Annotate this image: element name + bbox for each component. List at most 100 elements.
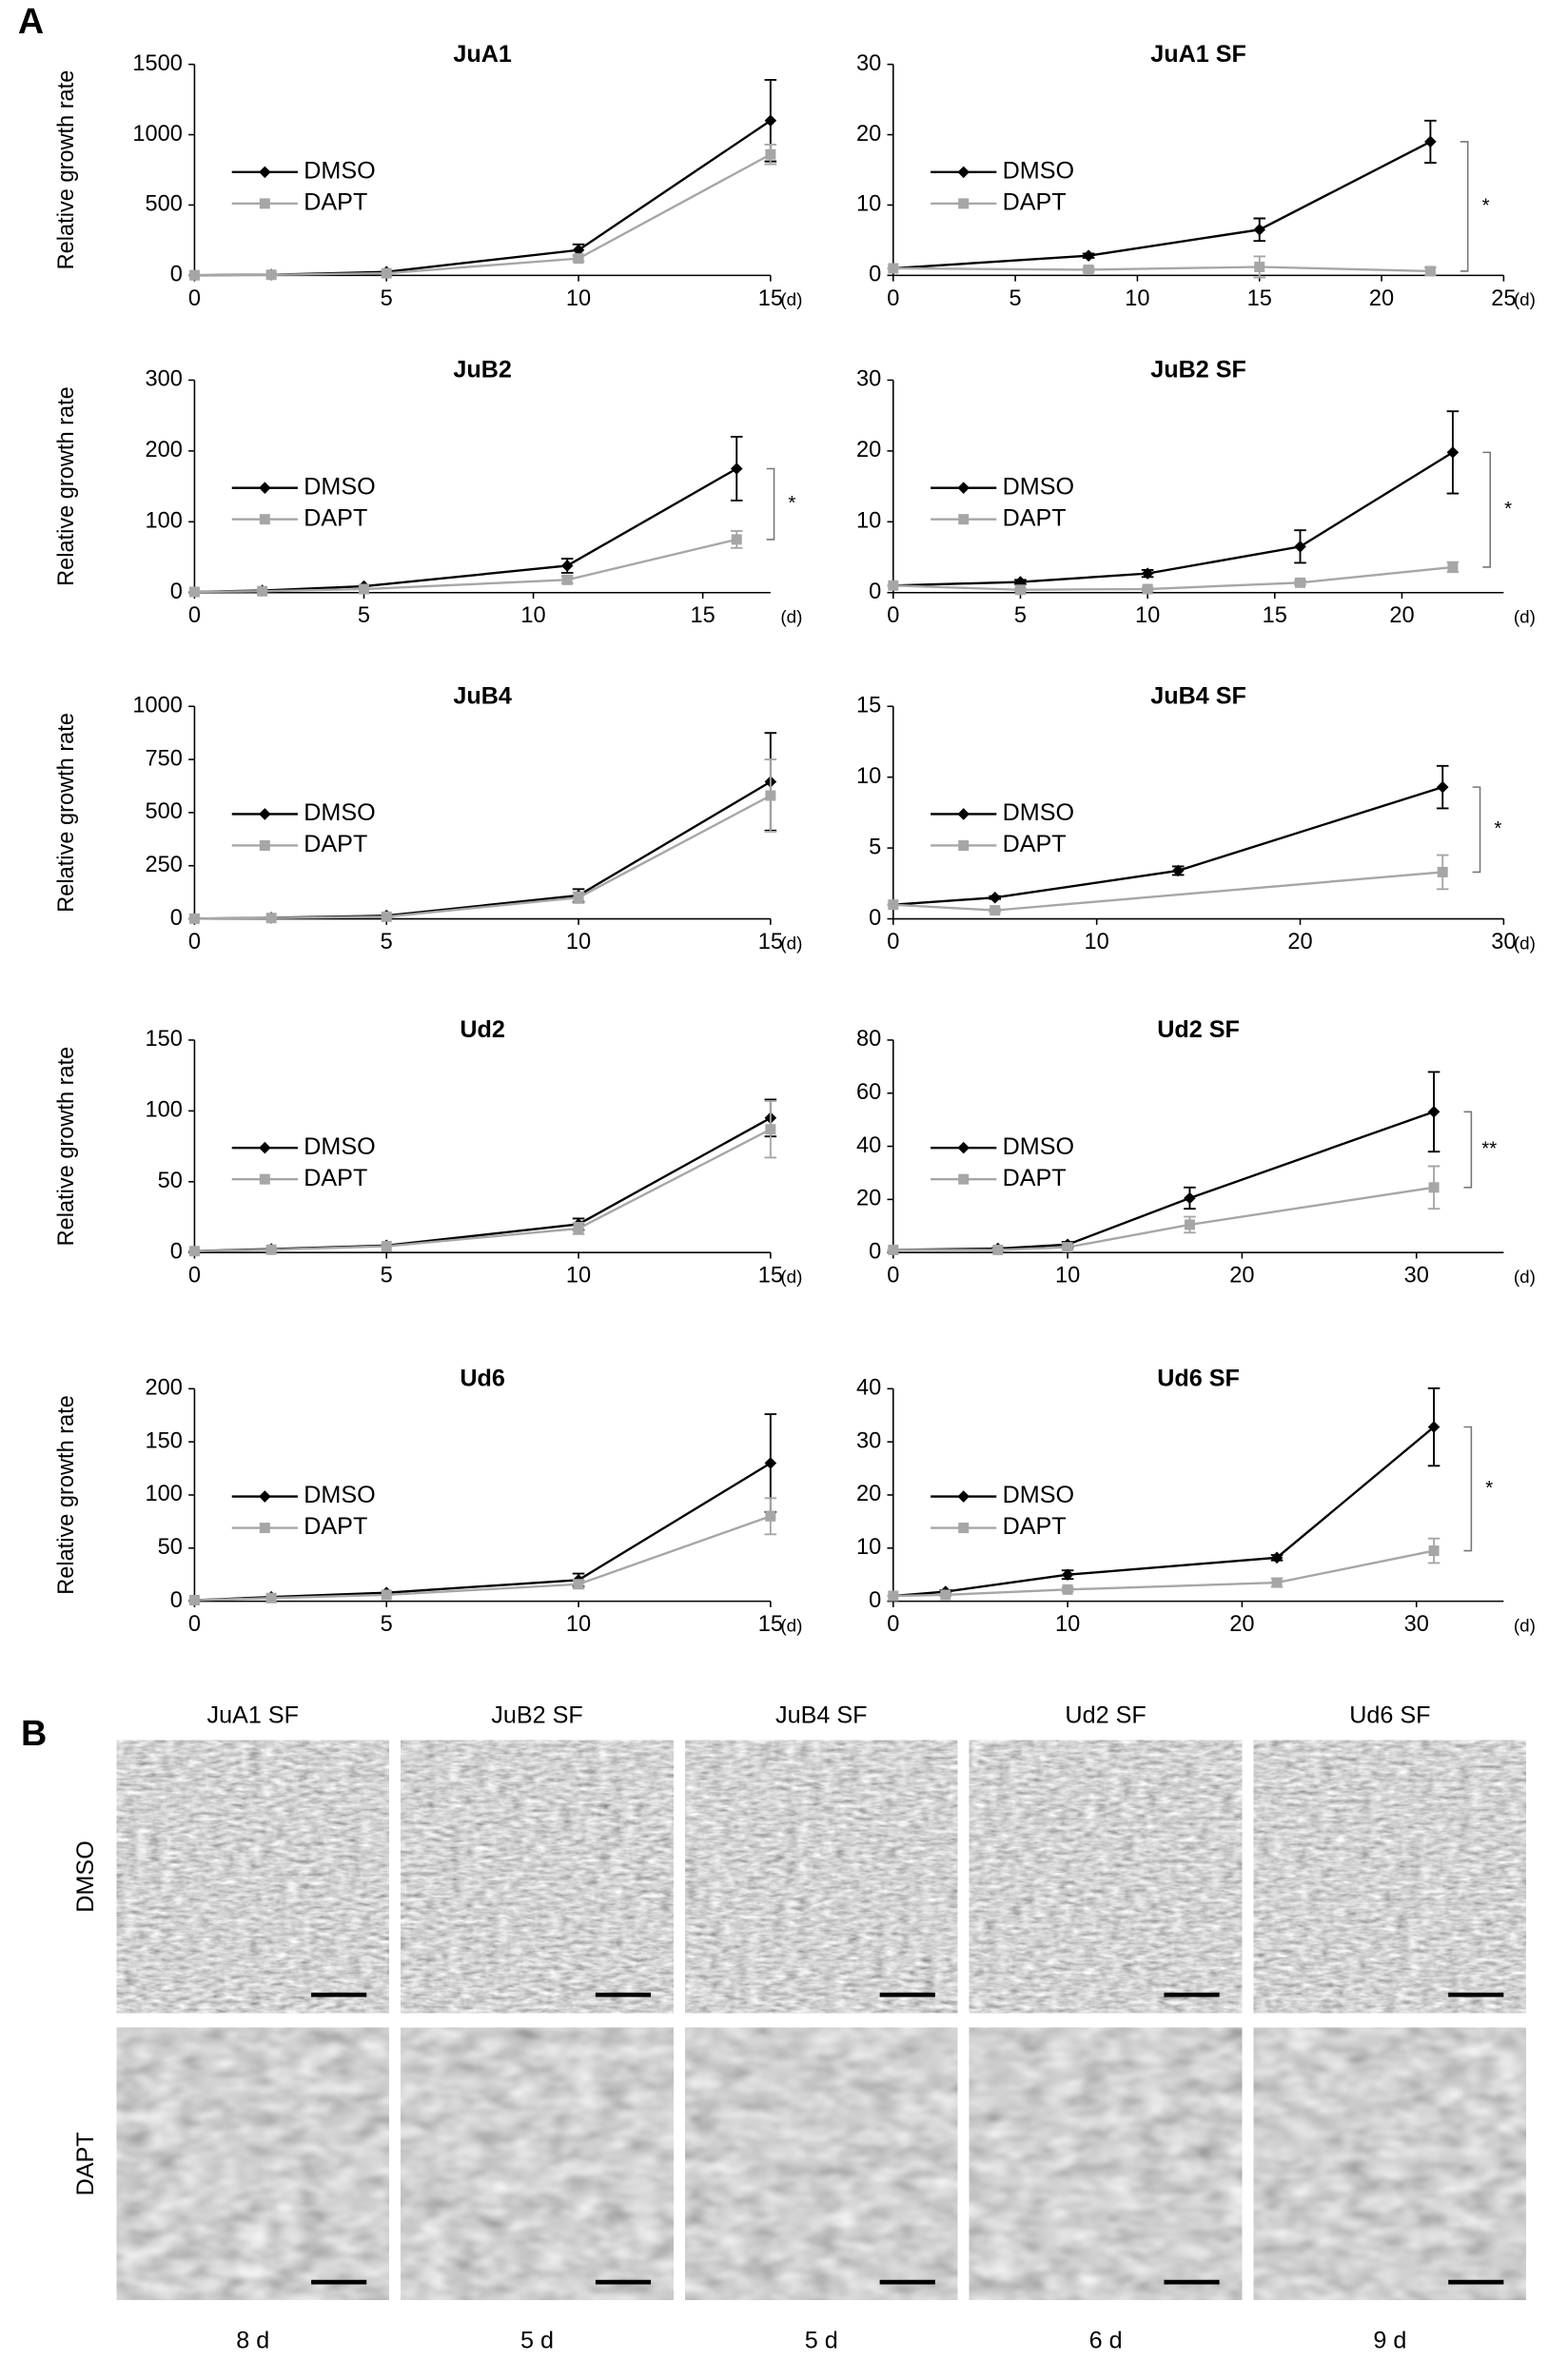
legend-label: DMSO	[1003, 799, 1074, 826]
marker	[1062, 1584, 1073, 1595]
column-label: JuB4 SF	[775, 1702, 867, 1728]
legend-label: DAPT	[304, 1513, 367, 1540]
legend-label: DMSO	[1003, 473, 1074, 500]
y-tick-label: 150	[146, 1026, 183, 1051]
series-line	[892, 1186, 1435, 1251]
y-axis-label: Relative growth rate	[53, 70, 78, 270]
marker	[1446, 446, 1460, 459]
marker	[1447, 561, 1459, 573]
x-tick-label: 10	[566, 285, 591, 310]
legend-marker	[957, 1141, 970, 1154]
significance-bracket	[1460, 141, 1469, 272]
y-axis-label: Relative growth rate	[53, 1395, 78, 1595]
x-tick-label: 0	[887, 929, 899, 954]
marker	[992, 1244, 1004, 1255]
x-axis-label: (d)	[780, 1615, 802, 1635]
x-tick-label: 15	[758, 929, 783, 954]
marker	[888, 263, 899, 274]
marker	[764, 114, 777, 128]
y-tick-label: 0	[170, 905, 183, 930]
x-tick-label: 20	[1229, 1611, 1254, 1636]
y-tick-label: 0	[869, 262, 881, 286]
x-tick-label: 30	[1404, 1611, 1429, 1636]
series-line	[194, 1116, 772, 1252]
legend-marker	[958, 1523, 970, 1534]
marker	[990, 905, 1001, 916]
marker	[1427, 1105, 1441, 1118]
marker	[573, 1223, 584, 1234]
series-line	[194, 119, 772, 277]
y-tick-label: 1000	[132, 121, 182, 146]
marker	[888, 899, 899, 911]
legend-label: DMSO	[304, 157, 375, 184]
x-tick-label: 10	[1055, 1263, 1080, 1288]
marker	[1270, 1551, 1284, 1564]
marker	[765, 790, 776, 801]
significance-label: *	[1482, 194, 1490, 216]
x-tick-label: 20	[1389, 602, 1414, 627]
row-label: DAPT	[72, 2132, 99, 2195]
x-tick-label: 10	[1125, 285, 1149, 310]
x-tick-label: 10	[566, 929, 591, 954]
marker	[381, 911, 392, 922]
y-tick-label: 0	[170, 1587, 183, 1612]
micrograph	[685, 2027, 958, 2300]
x-tick-label: 30	[1404, 1263, 1429, 1288]
marker	[1062, 1242, 1073, 1253]
x-axis-label: (d)	[1514, 1267, 1536, 1287]
marker	[1295, 577, 1306, 588]
x-axis-label: (d)	[780, 1267, 802, 1287]
y-tick-label: 40	[856, 1375, 881, 1400]
legend-label: DAPT	[304, 189, 367, 216]
legend-marker	[259, 1141, 271, 1154]
chart-title: Ud2 SF	[1157, 1016, 1240, 1043]
x-axis-label: (d)	[1514, 1615, 1536, 1635]
legend-marker	[259, 808, 271, 820]
y-tick-label: 30	[856, 50, 881, 75]
marker	[573, 253, 584, 265]
micrograph	[1253, 1740, 1526, 2014]
y-tick-label: 0	[869, 579, 881, 603]
y-tick-label: 30	[856, 1427, 881, 1452]
y-tick-label: 80	[856, 1026, 881, 1051]
series-line	[194, 538, 737, 594]
micrograph	[685, 1740, 958, 2014]
marker	[1424, 266, 1436, 277]
series-line	[892, 871, 1443, 912]
micrograph	[1253, 2027, 1526, 2300]
marker	[358, 583, 369, 595]
x-tick-label: 20	[1229, 1263, 1254, 1288]
x-tick-label: 5	[1009, 285, 1022, 310]
chart-title: JuA1 SF	[1150, 41, 1246, 68]
legend-label: DMSO	[304, 473, 375, 500]
marker	[1428, 1545, 1440, 1557]
series-line	[194, 1462, 772, 1602]
marker	[188, 1246, 200, 1257]
legend-label: DMSO	[304, 1482, 375, 1508]
x-tick-label: 15	[1247, 285, 1272, 310]
y-tick-label: 15	[856, 692, 881, 717]
marker	[1014, 584, 1026, 596]
panel-label: A	[18, 1, 44, 41]
marker	[765, 1124, 776, 1135]
significance-bracket	[766, 467, 775, 541]
marker	[188, 586, 200, 598]
series-line	[892, 785, 1443, 906]
marker	[888, 1590, 899, 1602]
significance-label: **	[1481, 1137, 1497, 1159]
x-tick-label: 20	[1287, 929, 1312, 954]
marker	[1253, 224, 1266, 236]
x-tick-label: 10	[566, 1611, 591, 1636]
duration-label: 5 d	[520, 2328, 554, 2354]
legend-marker	[259, 1173, 270, 1185]
series-line	[892, 1549, 1435, 1598]
x-axis-label: (d)	[1514, 933, 1536, 953]
legend-marker	[958, 514, 970, 525]
series-line	[892, 565, 1454, 591]
x-tick-label: 15	[691, 602, 715, 627]
legend-marker	[259, 839, 270, 851]
y-tick-label: 0	[869, 1587, 881, 1612]
y-tick-label: 150	[146, 1427, 183, 1452]
legend-label: DAPT	[304, 1165, 367, 1191]
marker	[1428, 1182, 1440, 1193]
